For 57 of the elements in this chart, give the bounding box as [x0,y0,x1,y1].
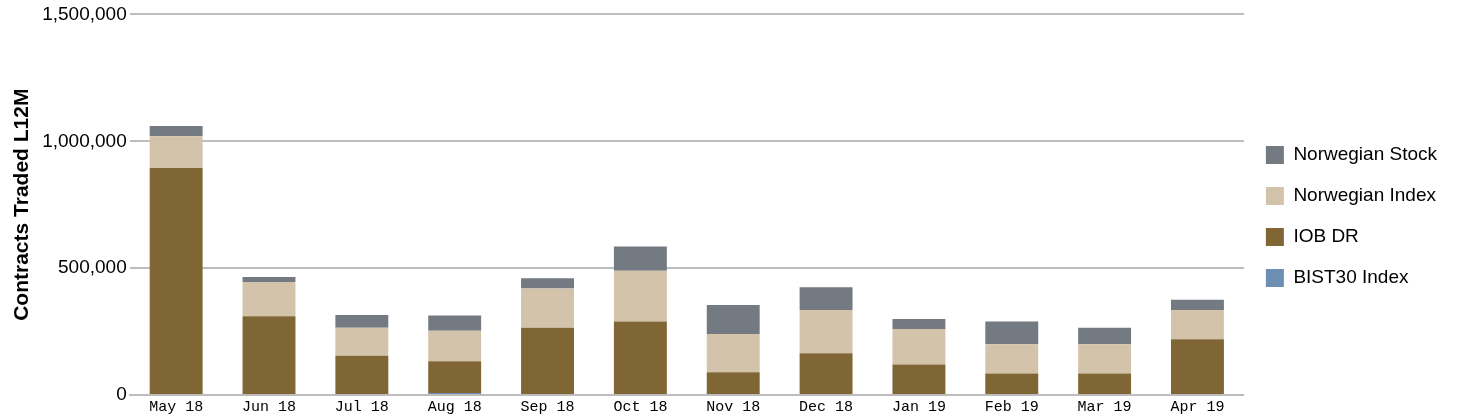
x-tick-label: Feb 19 [984,398,1039,416]
bar [706,334,760,373]
x-tick-label: May 18 [149,398,204,416]
bar [521,288,574,328]
x-tick-label: Dec 18 [799,398,854,416]
bar [799,353,853,394]
bar [1078,373,1132,394]
bar [521,278,574,289]
legend-label: IOB DR [1293,225,1359,247]
bar [428,330,482,362]
bar [242,316,296,394]
bar [985,373,1039,394]
x-tick-label: Aug 18 [427,398,482,416]
bar [428,315,482,331]
bar [242,277,296,283]
legend-label: Norwegian Stock [1293,143,1438,165]
bar [149,167,203,394]
bar [706,304,760,335]
bar [149,136,203,168]
bar [1170,310,1224,340]
bar [149,126,203,137]
bar [242,282,296,317]
bar [892,329,946,365]
bar [335,327,389,356]
x-tick-label: Oct 18 [613,398,668,416]
x-tick-label: Jun 18 [241,398,296,416]
bar [799,287,853,310]
bar [1078,344,1132,374]
legend-label: BIST30 Index [1293,266,1409,288]
bar [428,361,482,393]
x-tick-label: Jul 18 [334,398,389,416]
bar [1078,327,1132,345]
legend-label: Norwegian Index [1293,184,1437,206]
bar [985,321,1039,345]
x-tick-label: Sep 18 [520,398,575,416]
bar [613,246,667,271]
x-tick-label: Mar 19 [1077,398,1132,416]
x-tick-label: Apr 19 [1170,398,1225,416]
bar [892,364,946,394]
bar [892,318,946,330]
bar [1170,339,1224,394]
bar [521,327,574,394]
bar [335,315,389,328]
bar [799,310,853,354]
bar [706,372,760,394]
y-tick-label: 1,500,000 [42,2,127,24]
y-axis-title: Contracts Traded L12M [9,88,33,321]
y-tick-label: 1,000,000 [42,129,127,151]
x-tick-label: Nov 18 [706,398,761,416]
y-tick-label: 500,000 [58,256,127,278]
x-tick-label: Jan 19 [891,398,946,416]
bar [1170,299,1224,310]
bar [613,321,667,394]
bar [985,344,1039,374]
y-tick-label: 0 [116,383,127,405]
bar [335,355,389,394]
bar [613,270,667,322]
